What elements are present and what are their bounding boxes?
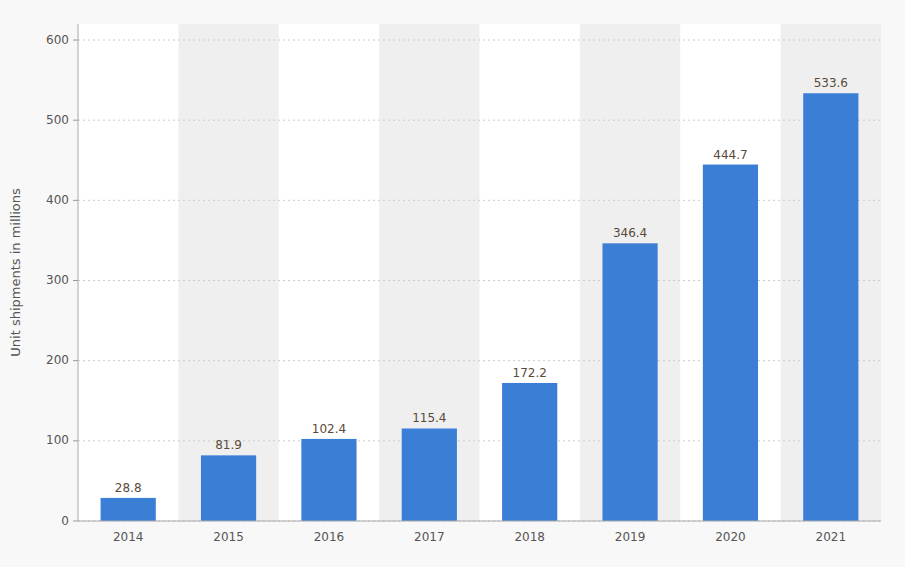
y-tick <box>73 360 78 361</box>
y-tick-label: 300 <box>46 273 69 287</box>
y-tick-label: 200 <box>46 353 69 367</box>
x-tick-label: 2015 <box>213 530 244 544</box>
grid-line <box>78 360 881 361</box>
plot-background <box>78 24 881 521</box>
bar <box>602 243 657 521</box>
x-tick-label: 2020 <box>715 530 746 544</box>
y-tick-label: 400 <box>46 193 69 207</box>
x-tick-label: 2016 <box>314 530 345 544</box>
y-tick <box>73 440 78 441</box>
bar <box>301 439 356 521</box>
chart-container: 0 100 200 300 400 500 600 28.8 81.9 102.4 115.4 172… <box>0 0 905 567</box>
y-tick <box>73 280 78 281</box>
x-tick-label: 2018 <box>514 530 545 544</box>
bar <box>803 93 858 521</box>
x-tick-label: 2019 <box>615 530 646 544</box>
bar <box>101 498 156 521</box>
y-tick <box>73 40 78 41</box>
y-axis-label: Unit shipments in millions <box>8 188 23 357</box>
y-tick <box>73 200 78 201</box>
y-tick-label: 500 <box>46 113 69 127</box>
data-label: 28.8 <box>115 481 142 495</box>
column-stripe <box>178 24 278 521</box>
data-label: 346.4 <box>613 226 647 240</box>
grid-line <box>78 521 881 522</box>
data-label: 81.9 <box>215 438 242 452</box>
column-stripe <box>580 24 680 521</box>
y-axis-line <box>78 24 79 521</box>
x-tick-label: 2014 <box>113 530 144 544</box>
data-label: 533.6 <box>814 76 848 90</box>
y-tick-label: 0 <box>61 514 69 528</box>
data-label: 115.4 <box>412 411 446 425</box>
y-tick <box>73 521 78 522</box>
chart-svg: 0 100 200 300 400 500 600 28.8 81.9 102.4 115.4 172… <box>0 0 905 567</box>
data-label: 102.4 <box>312 422 346 436</box>
bar <box>402 428 457 521</box>
y-tick-label: 600 <box>46 33 69 47</box>
x-tick-label: 2017 <box>414 530 445 544</box>
column-stripe <box>379 24 479 521</box>
x-axis-line <box>78 521 881 522</box>
bar <box>201 455 256 521</box>
bar <box>502 383 557 521</box>
data-label: 172.2 <box>513 366 547 380</box>
column-stripe <box>781 24 881 521</box>
grid-line <box>78 200 881 201</box>
grid-line <box>78 40 881 41</box>
bar <box>703 165 758 521</box>
grid-line <box>78 280 881 281</box>
bars <box>101 93 859 521</box>
grid-line <box>78 440 881 441</box>
y-tick <box>73 120 78 121</box>
x-tick-label: 2021 <box>816 530 847 544</box>
y-tick-label: 100 <box>46 433 69 447</box>
data-label: 444.7 <box>713 148 747 162</box>
grid-line <box>78 120 881 121</box>
